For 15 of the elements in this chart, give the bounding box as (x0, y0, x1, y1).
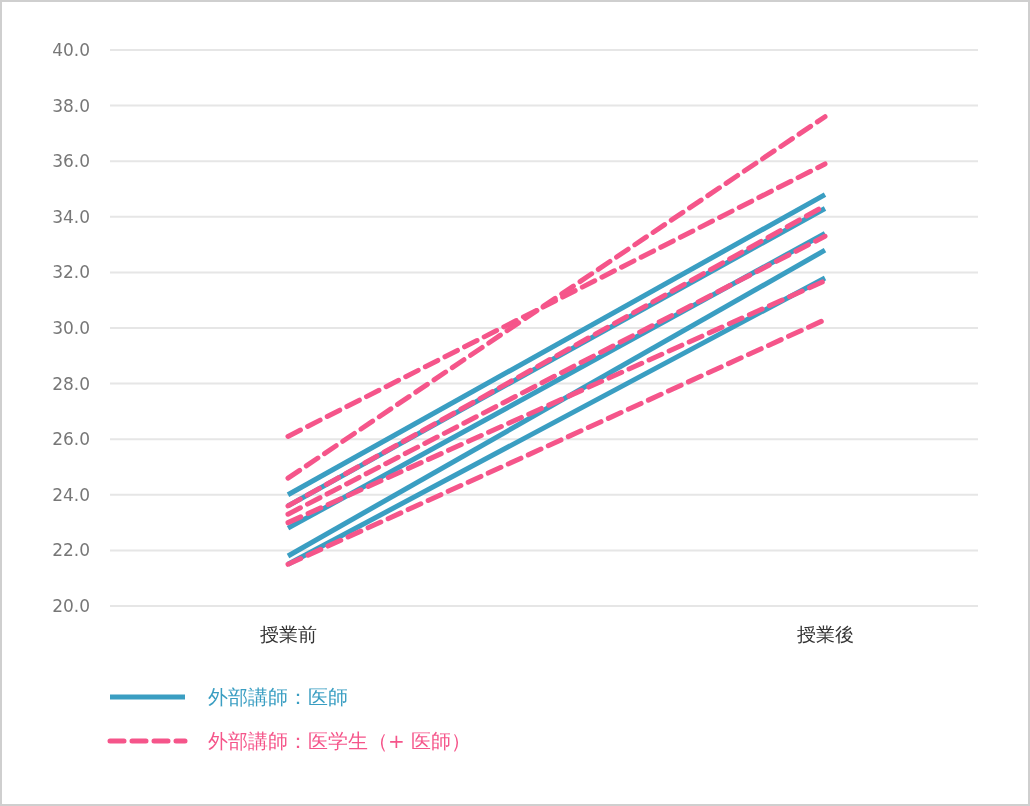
y-tick-label: 38.0 (52, 95, 90, 116)
y-tick-label: 34.0 (52, 206, 90, 227)
y-tick-label: 28.0 (52, 373, 90, 394)
y-tick-label: 26.0 (52, 429, 90, 450)
y-tick-label: 40.0 (52, 40, 90, 60)
y-tick-label: 30.0 (52, 318, 90, 338)
x-tick-label: 授業後 (796, 623, 854, 645)
x-tick-label: 授業前 (259, 623, 317, 645)
legend-label: 外部講師：医師 (208, 685, 348, 709)
y-tick-label: 32.0 (52, 262, 90, 283)
legend-label: 外部講師：医学生（+ 医師） (208, 729, 472, 753)
y-tick-label: 20.0 (52, 596, 90, 616)
y-tick-label: 36.0 (52, 151, 90, 172)
y-tick-label: 22.0 (52, 540, 90, 561)
y-tick-label: 24.0 (52, 484, 90, 505)
